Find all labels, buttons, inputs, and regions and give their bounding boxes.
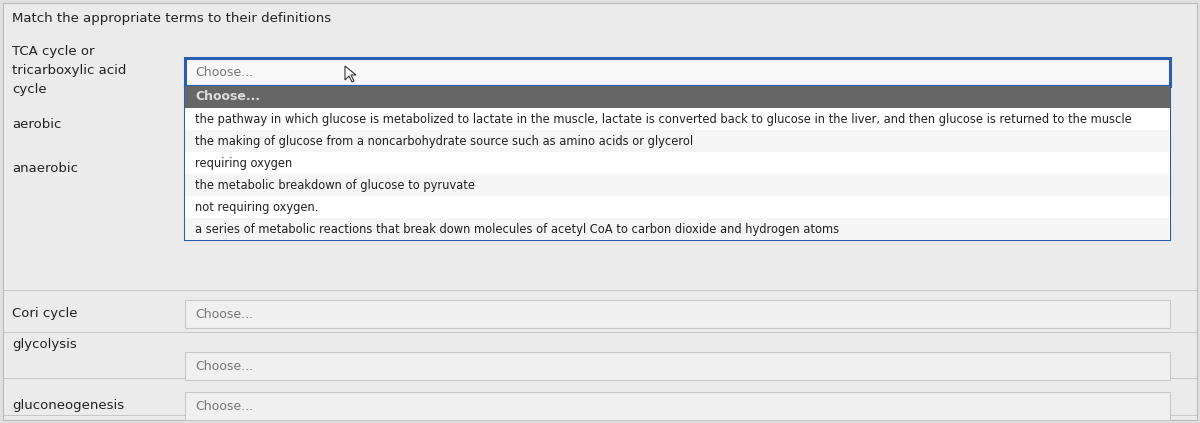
Bar: [185, 352, 1170, 380]
Bar: [185, 58, 1170, 86]
Text: Choose...: Choose...: [194, 91, 260, 104]
Text: aerobic: aerobic: [12, 118, 61, 131]
Text: Match the appropriate terms to their definitions: Match the appropriate terms to their def…: [12, 12, 331, 25]
Text: Cori cycle: Cori cycle: [12, 308, 78, 321]
Bar: [185, 108, 1170, 130]
Text: the metabolic breakdown of glucose to pyruvate: the metabolic breakdown of glucose to py…: [194, 179, 475, 192]
Bar: [185, 218, 1170, 240]
Bar: [185, 174, 1170, 196]
Bar: [185, 86, 1170, 108]
Bar: [185, 300, 1170, 328]
Bar: [185, 152, 1170, 174]
Text: anaerobic: anaerobic: [12, 162, 78, 175]
Bar: [185, 86, 1170, 240]
Text: gluconeogenesis: gluconeogenesis: [12, 399, 124, 412]
Text: the making of glucose from a noncarbohydrate source such as amino acids or glyce: the making of glucose from a noncarbohyd…: [194, 135, 694, 148]
Text: the pathway in which glucose is metabolized to lactate in the muscle, lactate is: the pathway in which glucose is metaboli…: [194, 113, 1132, 126]
Text: Choose...: Choose...: [194, 66, 253, 79]
Text: glycolysis: glycolysis: [12, 338, 77, 351]
Text: Choose...: Choose...: [194, 360, 253, 373]
Text: requiring oxygen: requiring oxygen: [194, 157, 293, 170]
Text: not requiring oxygen.: not requiring oxygen.: [194, 201, 318, 214]
Text: TCA cycle or
tricarboxylic acid
cycle: TCA cycle or tricarboxylic acid cycle: [12, 45, 126, 96]
Bar: [185, 130, 1170, 152]
Bar: [185, 392, 1170, 420]
Text: Choose...: Choose...: [194, 399, 253, 412]
Bar: [185, 196, 1170, 218]
Text: Choose...: Choose...: [194, 308, 253, 321]
Text: a series of metabolic reactions that break down molecules of acetyl CoA to carbo: a series of metabolic reactions that bre…: [194, 222, 839, 236]
Polygon shape: [346, 66, 356, 82]
